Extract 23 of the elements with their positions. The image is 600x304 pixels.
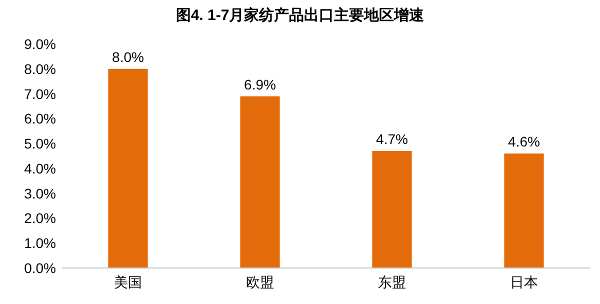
y-tick-label: 8.0% (24, 60, 56, 77)
data-label: 6.9% (244, 76, 276, 92)
y-tick-label: 1.0% (24, 235, 56, 252)
y-tick-label: 4.0% (24, 160, 56, 176)
bar (372, 151, 412, 268)
data-label: 4.7% (376, 131, 408, 148)
x-tick-label: 美国 (114, 274, 142, 290)
y-tick-label: 5.0% (24, 136, 56, 152)
y-tick-label: 2.0% (24, 210, 56, 226)
y-tick-label: 7.0% (24, 86, 56, 102)
x-tick-label: 欧盟 (246, 274, 274, 290)
bar (240, 96, 280, 268)
y-tick-label: 6.0% (24, 110, 56, 127)
data-label: 8.0% (112, 48, 144, 65)
y-tick-label: 9.0% (24, 36, 56, 52)
y-tick-label: 0.0% (24, 260, 56, 276)
data-label: 4.6% (508, 134, 540, 150)
bar (108, 68, 148, 268)
x-tick-label: 日本 (510, 274, 538, 290)
x-tick-label: 东盟 (378, 274, 406, 290)
y-tick-label: 3.0% (24, 185, 56, 202)
bar (504, 154, 544, 268)
chart-title: 图4. 1-7月家纺产品出口主要地区增速 (176, 6, 426, 24)
